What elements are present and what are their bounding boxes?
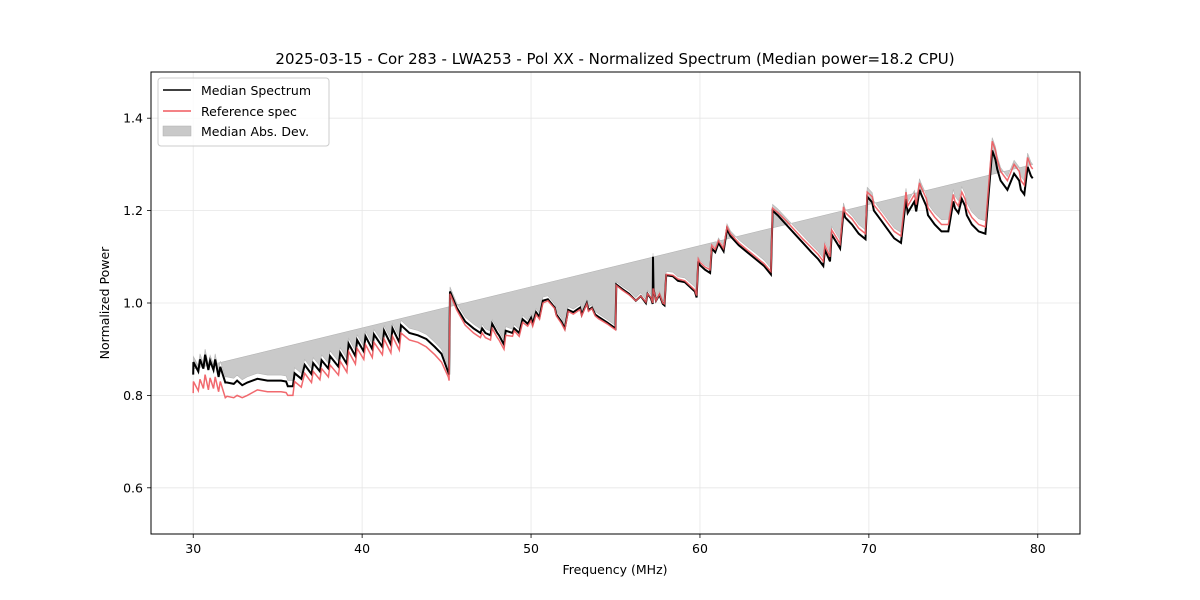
y-tick-label: 0.8 bbox=[123, 388, 143, 403]
legend-label-median-spectrum: Median Spectrum bbox=[201, 83, 311, 98]
legend-label-reference-spec: Reference spec bbox=[201, 104, 297, 119]
y-tick-label: 1.4 bbox=[123, 111, 143, 126]
y-tick-label: 1.2 bbox=[123, 203, 143, 218]
y-axis-label: Normalized Power bbox=[97, 246, 112, 360]
y-tick-label: 0.6 bbox=[123, 480, 143, 495]
y-tick-label: 1.0 bbox=[123, 296, 143, 311]
x-axis-label: Frequency (MHz) bbox=[562, 562, 667, 577]
x-axis-ticks: 30 40 50 60 70 80 bbox=[185, 534, 1046, 556]
x-tick-label: 80 bbox=[1030, 541, 1046, 556]
legend: Median Spectrum Reference spec Median Ab… bbox=[157, 77, 330, 147]
x-tick-label: 30 bbox=[185, 541, 201, 556]
x-tick-label: 50 bbox=[523, 541, 539, 556]
series-lines-layer bbox=[192, 141, 1034, 399]
legend-box bbox=[157, 77, 330, 147]
x-tick-label: 40 bbox=[354, 541, 370, 556]
chart-title: 2025-03-15 - Cor 283 - LWA253 - Pol XX -… bbox=[275, 50, 954, 68]
legend-swatch-mad bbox=[162, 125, 192, 137]
x-tick-label: 60 bbox=[692, 541, 708, 556]
y-axis-ticks: 0.6 0.8 1.0 1.2 1.4 bbox=[123, 111, 151, 495]
reference-spec-line bbox=[192, 141, 1034, 399]
x-tick-label: 70 bbox=[861, 541, 877, 556]
legend-label-mad: Median Abs. Dev. bbox=[201, 124, 309, 139]
